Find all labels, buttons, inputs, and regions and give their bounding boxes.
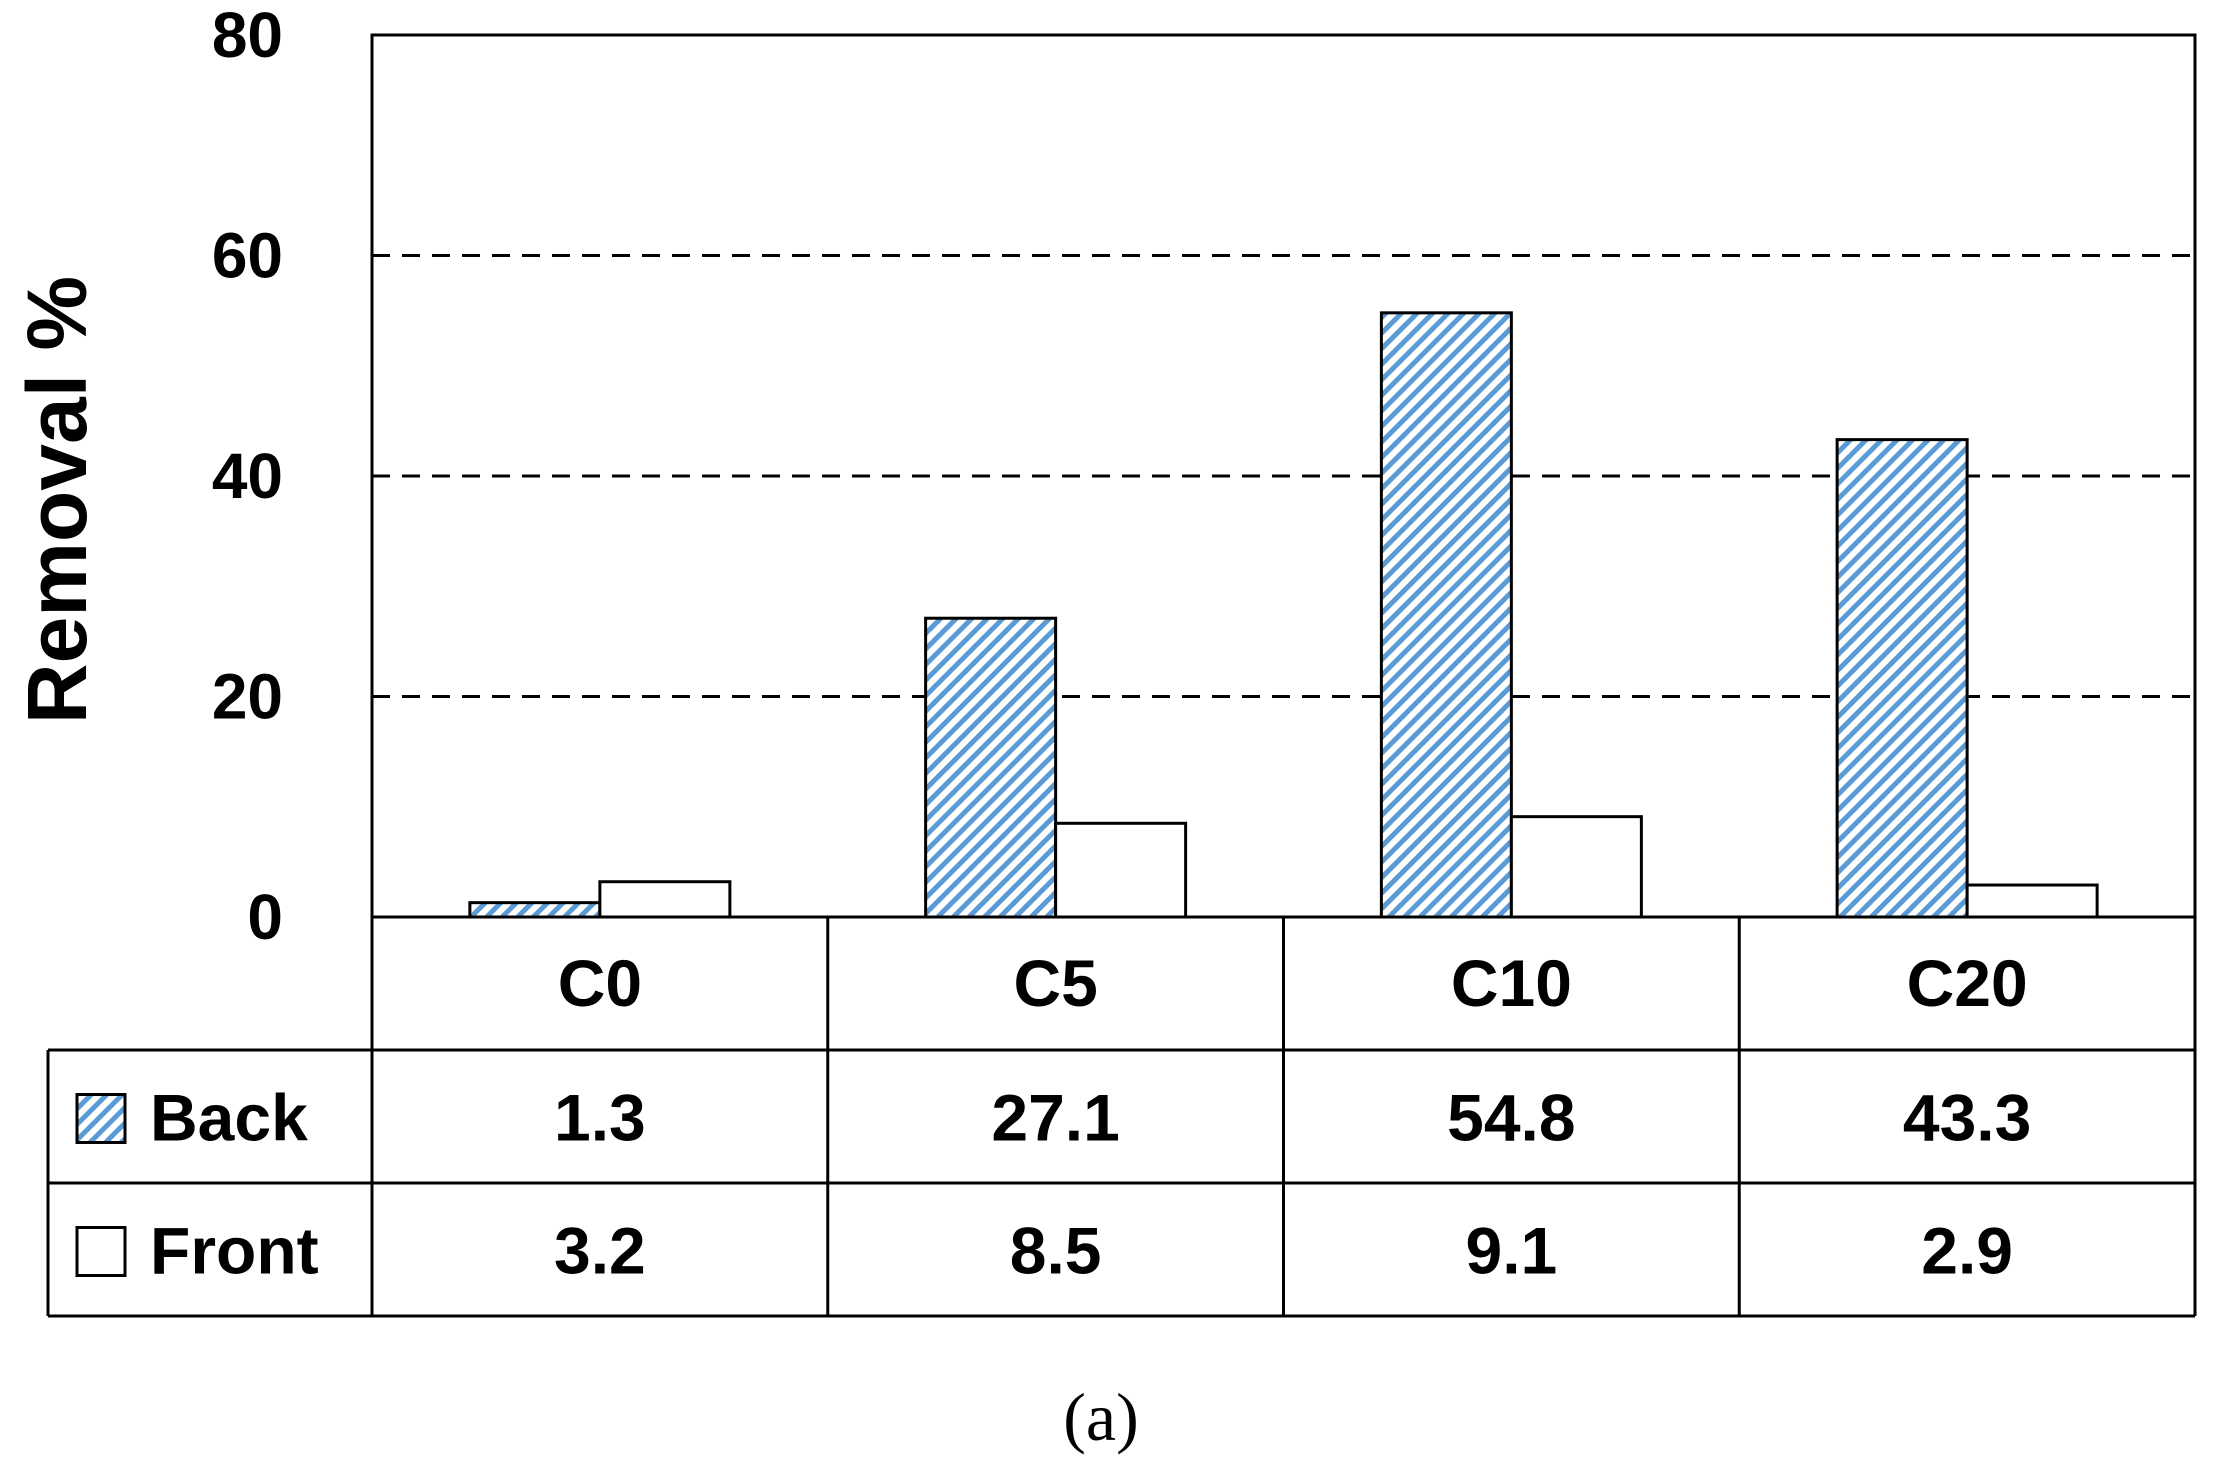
legend-label-back: Back <box>150 1081 308 1155</box>
bar-front-c0 <box>598 880 732 919</box>
bar-back-c20 <box>1835 438 1969 919</box>
table-cell: 1.3 <box>554 1081 646 1155</box>
figure-caption: (a) <box>1063 1379 1138 1455</box>
table-cell: 27.1 <box>991 1081 1119 1155</box>
category-label: C5 <box>1013 946 1097 1020</box>
table-cell: 3.2 <box>554 1214 646 1288</box>
category-label: C10 <box>1451 946 1572 1020</box>
table-cell: 43.3 <box>1903 1081 2031 1155</box>
bars <box>468 311 2099 919</box>
grid-lines <box>372 254 2195 698</box>
y-tick-label: 40 <box>212 440 283 512</box>
table-cell: 2.9 <box>1921 1214 2013 1288</box>
table-cell: 54.8 <box>1447 1081 1575 1155</box>
legend-label-front: Front <box>150 1214 319 1288</box>
y-tick-label: 60 <box>212 220 283 292</box>
table-cell: 8.5 <box>1010 1214 1102 1288</box>
legend-key-front <box>75 1226 127 1277</box>
bar-front-c5 <box>1054 821 1188 919</box>
y-tick-label: 20 <box>212 661 283 733</box>
bar-back-c10 <box>1379 311 1513 919</box>
category-label: C0 <box>558 946 642 1020</box>
y-tick-labels: 0 20 40 60 80 <box>212 0 283 953</box>
bar-front-c10 <box>1509 815 1643 919</box>
bar-back-c0 <box>468 901 602 919</box>
data-table: C0 C5 C10 C20 Back 1.3 27.1 54.8 43.3 Front 3.2 8.5… <box>46 917 2197 1318</box>
bar-front-c20 <box>1965 883 2099 919</box>
table-cell: 9.1 <box>1466 1214 1558 1288</box>
y-tick-label: 0 <box>247 881 283 953</box>
category-label: C20 <box>1907 946 2028 1020</box>
legend-key-back <box>75 1093 127 1144</box>
y-tick-label: 80 <box>212 0 283 71</box>
y-axis-label: Removal % <box>10 276 104 724</box>
bar-back-c5 <box>924 616 1058 919</box>
